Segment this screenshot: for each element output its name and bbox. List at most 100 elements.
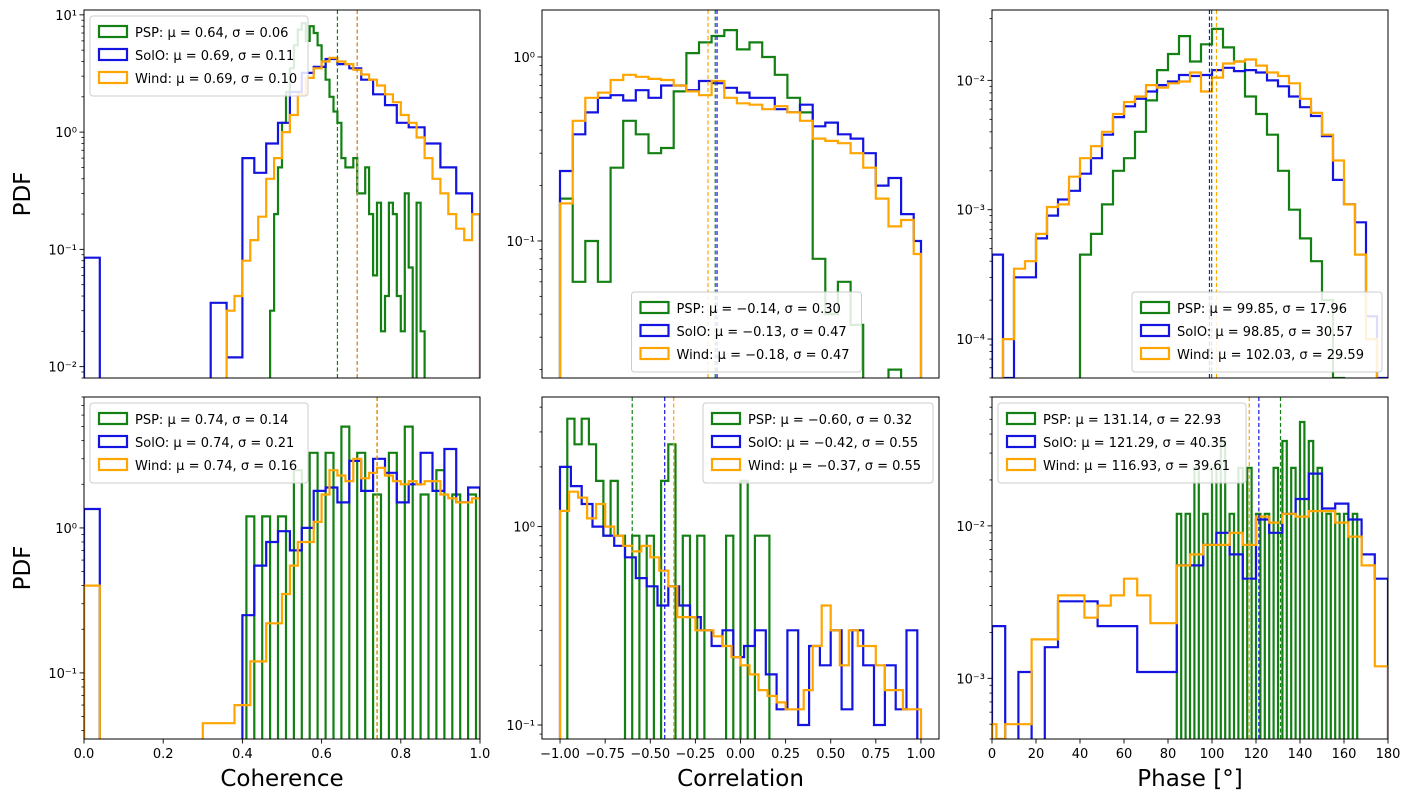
histogram-wind-p2 <box>558 73 923 378</box>
histogram-psp-p6 <box>1175 420 1359 739</box>
histogram-wind-p3 <box>1001 58 1379 378</box>
y-tick-label: 10⁻¹ <box>506 235 535 250</box>
y-tick-label: 10⁰ <box>55 522 77 537</box>
y-tick-label: 10⁻³ <box>956 672 985 687</box>
chart-panel-p2: 10⁻¹ 10⁰ PSP: μ = −0.14, σ = 0.30 SolO: μ =… <box>506 9 940 379</box>
axes-frame <box>991 396 1389 740</box>
axes-frame <box>541 396 940 740</box>
x-axis-label: Coherence <box>220 766 343 792</box>
legend-swatch-psp <box>97 24 129 39</box>
y-tick-label: 10⁻¹ <box>48 243 77 258</box>
x-tick-label: −0.75 <box>585 747 625 762</box>
y-tick-label: 10⁰ <box>513 51 535 66</box>
legend-swatch-wind <box>97 70 129 85</box>
legend-swatch-wind <box>1139 346 1171 361</box>
axes-frame <box>83 396 481 740</box>
legend-label-wind: Wind: μ = −0.37, σ = 0.55 <box>748 459 921 474</box>
legend-label-solo: SolO: μ = 121.29, σ = 40.35 <box>1043 436 1227 451</box>
chart-panel-p3: 10⁻⁴ 10⁻³ 10⁻² PSP: μ = 99.85, σ = 17.96 Sol… <box>956 9 1389 379</box>
legend-swatch-wind <box>710 457 742 472</box>
x-tick-label: 0.0 <box>74 747 95 762</box>
x-tick-label: 80 <box>1160 747 1177 762</box>
legend-swatch-solo <box>97 47 129 62</box>
histogram-wind-p6 <box>992 510 1388 739</box>
legend-label-psp: PSP: μ = 0.64, σ = 0.06 <box>135 26 288 41</box>
legend-frame <box>702 402 934 484</box>
legend-frame <box>1131 291 1383 373</box>
legend-swatch-wind <box>1005 457 1037 472</box>
histogram-solo-p1 <box>84 57 480 378</box>
y-tick-label: 10⁻³ <box>956 204 985 219</box>
legend-label-psp: PSP: μ = −0.60, σ = 0.32 <box>748 413 912 428</box>
legend: PSP: μ = 131.14, σ = 22.93 SolO: μ = 121.… <box>997 402 1247 484</box>
legend: PSP: μ = −0.14, σ = 0.30 SolO: μ = −0.13,… <box>631 291 862 373</box>
x-tick-label: 0.00 <box>726 747 755 762</box>
legend-label-psp: PSP: μ = 0.74, σ = 0.14 <box>135 413 288 428</box>
legend-swatch-solo <box>97 434 129 449</box>
plot-area <box>84 397 480 739</box>
legend: PSP: μ = 0.74, σ = 0.14 SolO: μ = 0.74, σ… <box>89 402 309 484</box>
legend-frame <box>997 402 1247 484</box>
plot-area <box>992 397 1388 739</box>
axes-frame <box>541 9 940 379</box>
y-tick-label: 10¹ <box>55 9 77 24</box>
histogram-solo-p2 <box>558 79 923 378</box>
x-tick-label: 40 <box>1072 747 1089 762</box>
chart-panel-p1: 10⁻² 10⁻¹ 10⁰ 10¹ PDF PSP: μ = 0.64, σ = 0.06… <box>10 9 481 379</box>
legend-swatch-psp <box>1139 300 1171 315</box>
legend-swatch-psp <box>97 411 129 426</box>
legend-swatch-psp <box>710 411 742 426</box>
y-axis-label: PDF <box>10 546 36 591</box>
legend-swatch-wind <box>639 346 670 361</box>
legend: PSP: μ = 0.64, σ = 0.06 SolO: μ = 0.69, σ… <box>89 15 309 97</box>
y-axis-label: PDF <box>10 172 36 217</box>
chart-panel-p5: 10⁻¹ 10⁰ −1.00 −0.75 −0.50 −0.25 0.00 0.25 0.50 0… <box>506 396 940 792</box>
y-tick-label: 10⁻² <box>956 520 985 535</box>
legend-label-wind: Wind: μ = 0.69, σ = 0.10 <box>135 72 297 87</box>
histogram-wind-p1 <box>225 56 480 378</box>
legend-label-psp: PSP: μ = −0.14, σ = 0.30 <box>677 302 841 317</box>
plot-area <box>558 397 923 739</box>
y-tick-label: 10⁻² <box>48 361 77 376</box>
x-tick-label: 0.4 <box>232 747 253 762</box>
legend-swatch-psp <box>639 300 670 315</box>
legend-label-psp: PSP: μ = 99.85, σ = 17.96 <box>1177 302 1347 317</box>
legend-frame <box>631 291 862 373</box>
x-axis-label: Correlation <box>677 766 804 792</box>
x-tick-label: 20 <box>1028 747 1045 762</box>
legend-swatch-solo <box>710 434 742 449</box>
legend-label-solo: SolO: μ = 0.69, σ = 0.11 <box>135 49 294 64</box>
y-tick-label: 10⁰ <box>513 521 535 536</box>
y-tick-label: 10⁻⁴ <box>956 333 985 348</box>
histogram-wind-p4 <box>84 457 480 739</box>
legend-frame <box>89 15 309 97</box>
y-tick-label: 10⁻² <box>956 74 985 89</box>
x-tick-label: 0.25 <box>771 747 800 762</box>
legend: PSP: μ = −0.60, σ = 0.32 SolO: μ = −0.42,… <box>702 402 934 484</box>
histogram-solo-p5 <box>558 465 919 739</box>
x-tick-label: 1.00 <box>906 747 935 762</box>
legend-label-solo: SolO: μ = −0.42, σ = 0.55 <box>748 436 918 451</box>
x-tick-label: 0.50 <box>816 747 845 762</box>
x-tick-label: 140 <box>1288 747 1313 762</box>
y-tick-label: 10⁻¹ <box>48 667 77 682</box>
histogram-wind-p5 <box>558 490 923 739</box>
x-tick-label: 60 <box>1116 747 1133 762</box>
legend-swatch-solo <box>639 323 670 338</box>
legend-label-wind: Wind: μ = 102.03, σ = 29.59 <box>1177 348 1364 363</box>
legend-label-solo: SolO: μ = 0.74, σ = 0.21 <box>135 436 294 451</box>
x-tick-label: 0.6 <box>311 747 332 762</box>
axes-frame <box>83 9 481 379</box>
legend: PSP: μ = 99.85, σ = 17.96 SolO: μ = 98.85… <box>1131 291 1383 373</box>
x-tick-label: 0.8 <box>390 747 411 762</box>
chart-panel-p6: 10⁻³ 10⁻² 0 20 40 60 80 100 120 140 160 180 Phase [°… <box>956 396 1401 792</box>
chart-panel-p4: 10⁻¹ 10⁰ 0.0 0.2 0.4 0.6 0.8 1.0 PDF Coherence PSP… <box>10 396 490 792</box>
legend-frame <box>89 402 309 484</box>
legend-label-wind: Wind: μ = −0.18, σ = 0.47 <box>677 348 850 363</box>
histogram-psp-p4 <box>245 425 478 739</box>
legend-swatch-wind <box>97 457 129 472</box>
legend-swatch-solo <box>1005 434 1037 449</box>
x-tick-label: 180 <box>1376 747 1401 762</box>
legend-label-wind: Wind: μ = 0.74, σ = 0.16 <box>135 459 297 474</box>
